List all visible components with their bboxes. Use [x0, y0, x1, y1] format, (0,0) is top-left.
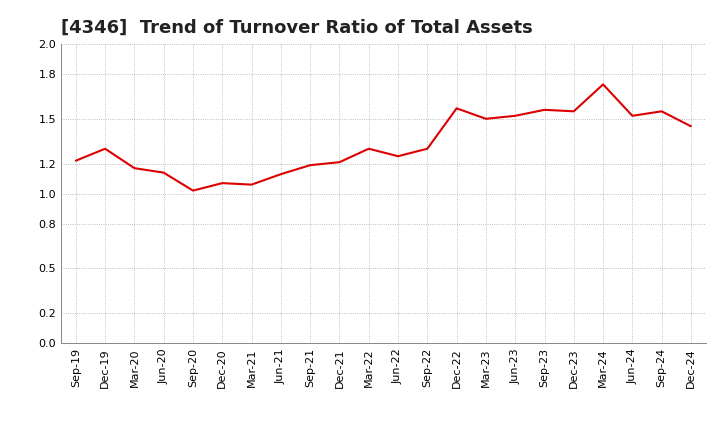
Text: [4346]  Trend of Turnover Ratio of Total Assets: [4346] Trend of Turnover Ratio of Total …: [61, 19, 533, 37]
